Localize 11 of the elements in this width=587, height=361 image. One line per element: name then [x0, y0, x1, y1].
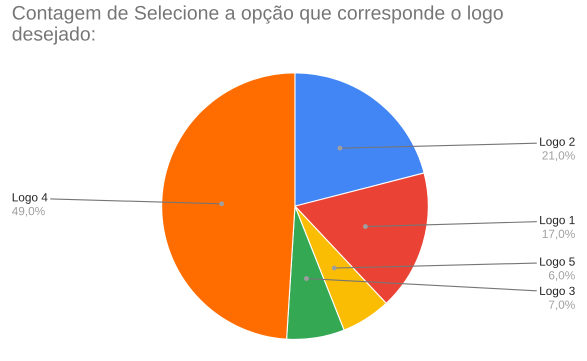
data-label: 21,0% [542, 151, 575, 162]
data-label: 17,0% [542, 230, 575, 240]
data-label: 49,0% [12, 206, 45, 217]
chart-title: Contagem de Selecione a opção que corresponde o logo desejado: [12, 5, 503, 45]
slice-label: Logo 4 [12, 193, 48, 204]
slice-label: Logo 3 [540, 286, 575, 298]
slice-label: Logo 2 [540, 137, 575, 148]
slice-label: Logo 1 [540, 216, 575, 227]
data-label: 6,0% [548, 271, 575, 281]
slice-label: Logo 5 [540, 257, 575, 268]
data-label: 7,0% [548, 300, 575, 310]
